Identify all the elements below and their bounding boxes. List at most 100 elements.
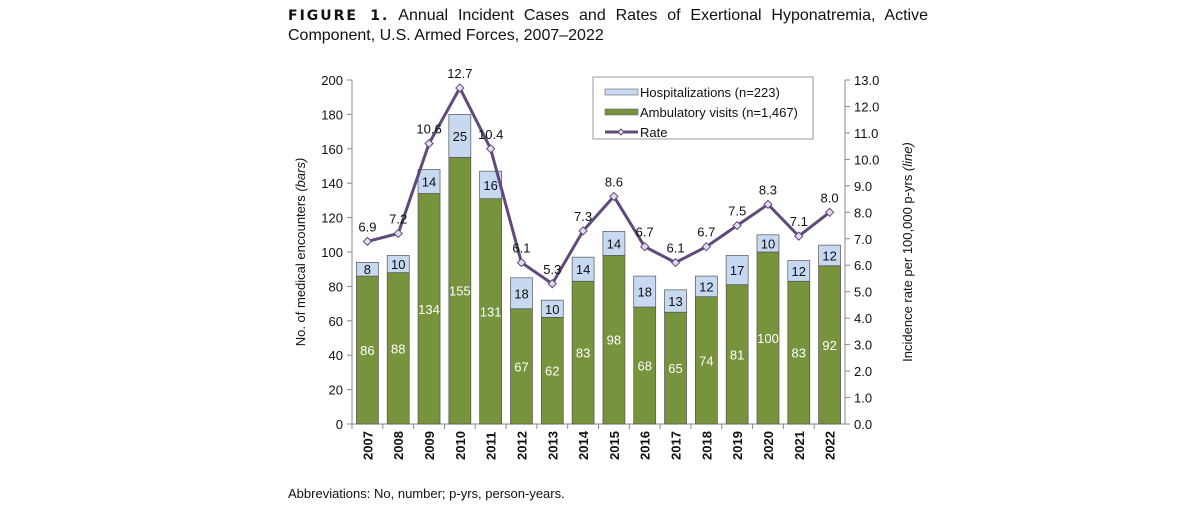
rate-point [455,83,465,93]
x-tick-label: 2007 [360,431,375,460]
y-tick-label: 60 [329,314,343,329]
rate-point [424,138,434,149]
bar-hospitalization [725,255,749,286]
rate-point [516,257,527,268]
figure-label: FIGURE 1. [288,8,390,24]
bar-hospitalization [756,234,780,253]
x-tick-label: 2010 [453,431,468,460]
y2-tick-label: 0.0 [854,417,872,432]
rate-point [732,220,742,231]
x-tick-label: 2018 [699,431,714,460]
hospitalization-data-label: 25 [453,129,467,144]
rate-point [763,199,773,210]
hospitalization-data-label: 8 [364,262,371,277]
bar-hospitalization [571,256,595,282]
y2-tick-label: 5.0 [854,285,872,300]
ambulatory-data-label: 100 [757,331,779,346]
legend-rate-label: Rate [640,125,667,140]
y-tick-label: 80 [329,279,343,294]
hospitalization-data-label: 12 [699,279,713,294]
y2-tick-label: 11.0 [854,126,878,141]
x-tick-label: 2022 [823,431,838,460]
rate-data-label: 7.1 [790,214,808,229]
rate-data-label: 6.7 [697,225,715,240]
rate-data-label: 6.7 [636,225,654,240]
y-tick-label: 160 [321,142,343,157]
hospitalization-data-label: 12 [792,264,806,279]
legend-hospitalizations-swatch [604,88,639,96]
rate-data-label: 8.6 [605,174,623,189]
bar-hospitalization [356,261,379,277]
ambulatory-data-label: 86 [360,343,374,358]
hospitalization-data-label: 10 [391,257,405,272]
rate-data-label: 8.3 [759,182,777,197]
y-tick-label: 0 [336,417,343,432]
ambulatory-data-label: 74 [699,353,713,368]
rate-point [609,191,619,202]
rate-data-label: 7.3 [574,209,592,224]
ambulatory-data-label: 83 [576,346,590,361]
x-tick-label: 2011 [484,432,499,460]
hospitalization-data-label: 18 [637,285,651,300]
hospitalization-data-label: 10 [545,302,559,317]
y2-tick-label: 7.0 [854,232,872,247]
rate-point [578,226,588,236]
footnote: Abbreviations: No, number; p-yrs, person… [288,486,565,501]
rate-point [670,257,681,268]
x-tick-label: 2021 [792,431,807,460]
rate-point [362,236,373,247]
ambulatory-data-label: 92 [822,338,836,353]
legend [592,76,814,140]
bar-hospitalization [602,231,626,256]
rate-data-label: 6.9 [358,219,376,234]
y-tick-label: 100 [321,245,343,260]
ambulatory-data-label: 83 [792,346,806,361]
ambulatory-data-label: 155 [449,284,471,299]
y2-tick-label: 4.0 [854,311,872,326]
hospitalization-data-label: 13 [668,294,682,309]
hospitalization-data-label: 14 [576,262,590,277]
x-tick-label: 2016 [638,431,653,460]
y-tick-label: 180 [321,107,343,122]
bar-hospitalization [694,275,718,298]
rate-data-label: 8.0 [821,190,839,205]
y2-tick-label: 8.0 [854,205,872,220]
y-tick-label: 200 [321,73,343,88]
rate-point [393,228,403,239]
figure-title: FIGURE 1. Annual Incident Cases and Rate… [288,6,928,45]
x-tick-label: 2013 [545,431,560,460]
rate-line [367,84,831,286]
y2-tick-label: 3.0 [854,338,872,353]
y-axis-label-suffix: (bars) [293,158,308,192]
ambulatory-data-label: 62 [545,364,559,379]
y2-tick-label: 13.0 [854,73,879,88]
y-axis-label: No. of medical encounters (bars) [293,158,308,347]
x-tick-label: 2015 [607,431,622,460]
rate-point [701,242,712,252]
bar-hospitalization [448,114,472,158]
rate-data-label: 10.6 [416,122,441,137]
bar-hospitalization [633,275,657,308]
rate-point [485,144,496,154]
x-tick-label: 2008 [391,431,406,460]
y-tick-label: 40 [329,348,343,363]
y2-tick-label: 1.0 [854,391,872,406]
y2-tick-label: 2.0 [854,364,872,379]
rate-data-label: 10.4 [478,127,503,142]
hospitalization-data-label: 18 [514,286,528,301]
rate-data-label: 7.2 [389,211,407,226]
rate-data-label: 12.7 [447,66,472,81]
legend-rate-marker [617,128,625,136]
ambulatory-data-label: 131 [480,304,502,319]
y-tick-label: 20 [329,383,343,398]
figure-title-text: Annual Incident Cases and Rates of Exert… [288,7,928,44]
bar-hospitalization [540,299,564,318]
legend-hospitalizations-label: Hospitalizations (n=223) [640,85,780,100]
ambulatory-data-label: 88 [391,341,405,356]
legend-ambulatory-label: Ambulatory visits (n=1,467) [640,105,798,120]
x-tick-label: 2017 [669,431,684,460]
bar-hospitalization [510,277,533,310]
bar-hospitalization [818,244,841,267]
x-tick-label: 2012 [514,431,529,460]
